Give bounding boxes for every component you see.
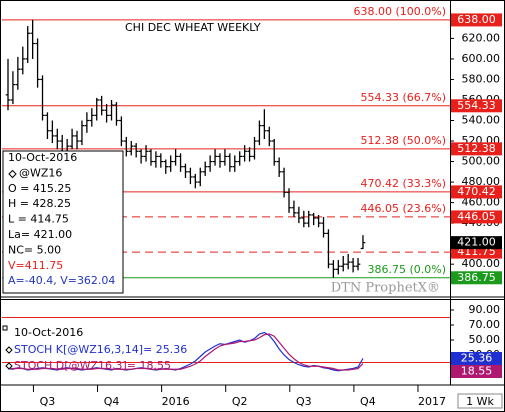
info-line: L = 414.75 [8,213,69,226]
value-tag-box [451,364,502,378]
x-tick-label: Q2 [232,395,248,408]
legend-icon [2,325,8,331]
y-tick-label: 90.00 [469,303,501,316]
x-tick-label: Q3 [296,395,312,408]
level-label: 554.33 (66.7%) [360,91,446,104]
level-tag-box [451,13,502,27]
y-tick-label: 620.00 [462,31,501,44]
y-tick-label: 70.00 [469,318,501,331]
chart-title: CHI DEC WHEAT WEEKLY [125,21,261,34]
legend-label: STOCH K[@WZ16,3,14]= 25.36 [14,343,187,356]
info-box [2,150,124,294]
legend-icon [5,346,13,354]
level-tag-text: 446.05 [457,210,496,223]
level-tag-box [451,185,502,199]
interval-label[interactable]: 1 Wk [466,395,494,408]
last-tag-text: 421.00 [457,236,496,249]
legend-date: 10-Oct-2016 [14,326,83,339]
y-tick-label: 460.00 [462,196,501,209]
level-tag-text: 638.00 [457,13,496,26]
info-line: V=411.75 [8,259,63,272]
info-icon [8,169,17,179]
legend-icon [5,362,13,370]
stoch-line [7,331,364,372]
value-tag-box [451,351,502,365]
level-tag-text: 554.33 [457,99,496,112]
info-line: La= 421.00 [8,228,72,241]
level-tag-box [451,271,502,285]
level-label: 470.42 (33.3%) [360,177,446,190]
interval-box[interactable] [457,393,503,409]
legend-label: STOCH D[@WZ16,3]= 18.55 [14,359,171,372]
x-tick-label: Q4 [104,395,120,408]
level-label: 386.75 (0.0%) [367,263,446,276]
level-tag-text: 386.75 [457,271,496,284]
x-tick-label: Q3 [40,395,56,408]
info-line: 10-Oct-2016 [8,151,77,164]
level-label: 512.38 (50.0%) [360,134,446,147]
level-tag-text: 470.42 [457,185,496,198]
x-tick-label: 2017 [418,395,446,408]
level-label: 446.05 (23.6%) [360,202,446,215]
value-tag-text: 18.55 [461,364,493,377]
level-tag-box [451,99,502,113]
info-line: O = 415.25 [8,182,71,195]
y-tick-label: 400.00 [462,257,501,270]
value-tag-text: 25.36 [461,351,493,364]
y-tick-label: 480.00 [462,175,501,188]
y-tick-label: 50.00 [469,333,501,346]
x-tick-label: Q4 [360,395,376,408]
info-line: H = 428.25 [8,197,71,210]
last-tag-box [451,236,502,250]
y-tick-label: 500.00 [462,155,501,168]
info-line: @WZ16 [19,166,62,179]
level-label: 638.00 (100.0%) [353,5,446,18]
info-line: A=-40.4, V=362.04 [8,274,115,287]
level-tag-text: 512.38 [457,142,496,155]
x-tick-label: 2016 [162,395,190,408]
y-tick-label: 600.00 [462,52,501,65]
level-tag-box [451,142,502,156]
stoch-line [8,333,364,371]
level-tag-box [451,210,502,224]
y-tick-label: 580.00 [462,72,501,85]
watermark: DTN ProphetX® [331,281,440,296]
y-tick-label: 540.00 [462,114,501,127]
info-line: NC= 5.00 [8,243,61,256]
info-lines: 10-Oct-2016 @WZ16 O = 415.25 H = 428.25 L = … [8,151,115,287]
price-panel: 400.00420.00440.00460.00480.00500.00520.… [2,5,502,285]
